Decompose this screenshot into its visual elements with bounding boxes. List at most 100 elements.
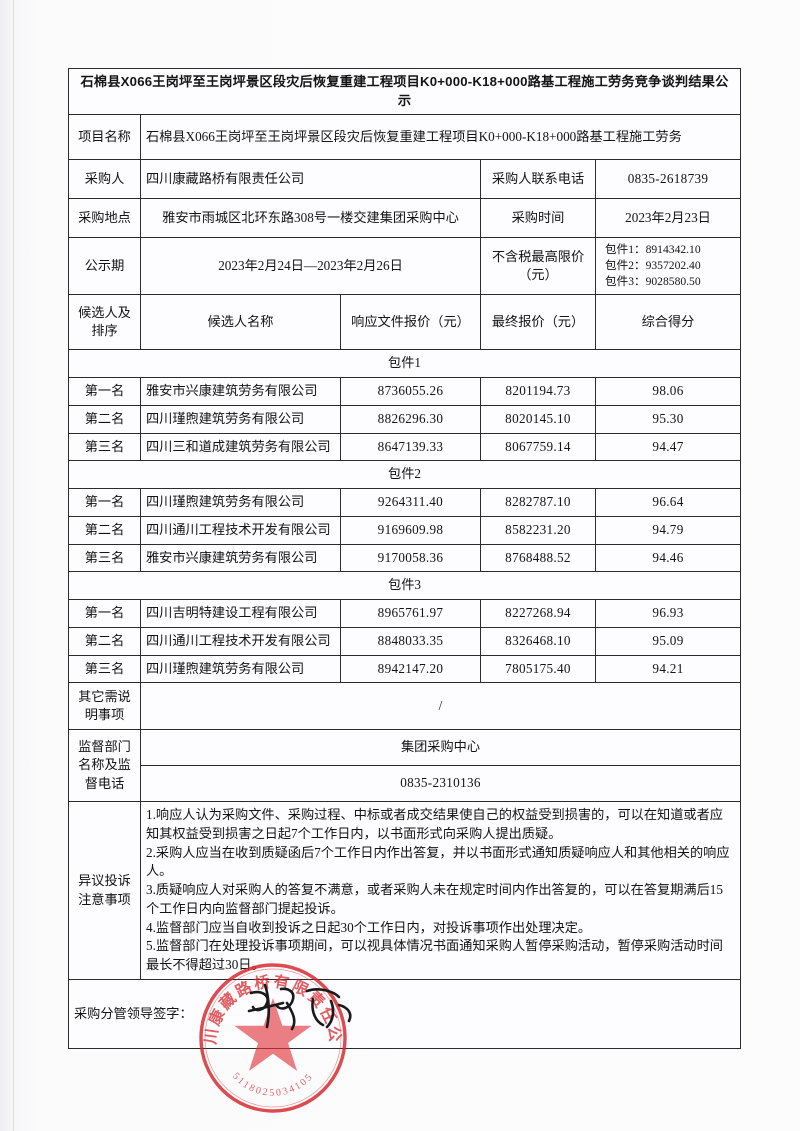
table-row: 第二名 四川通川工程技术开发有限公司 8848033.35 8326468.10… bbox=[68, 626, 742, 656]
response-price-cell: 8736055.26 bbox=[340, 377, 481, 406]
complaint-item: 5.监督部门在处理投诉事项期间，可以视具体情况书面通知采购人暂停采购活动，暂停采… bbox=[146, 938, 723, 973]
package-title-row: 包件3 bbox=[67, 571, 742, 601]
response-price-cell: 8965761.97 bbox=[340, 599, 481, 628]
header-candidate: 候选人名称 bbox=[140, 294, 341, 351]
package-title-row: 包件2 bbox=[67, 460, 742, 490]
final-price-cell: 8201194.73 bbox=[480, 377, 596, 406]
max-price-values: 包件1：8914342.10 包件2：9357202.40 包件3：902858… bbox=[594, 237, 742, 296]
candidate-cell: 四川通川工程技术开发有限公司 bbox=[140, 515, 341, 545]
score-cell: 94.79 bbox=[594, 515, 742, 545]
score-cell: 94.46 bbox=[594, 543, 742, 573]
announcement-document: 石棉县X066王岗坪至王岗坪景区段灾后恢复重建工程项目K0+000-K18+00… bbox=[67, 67, 742, 1049]
response-price-cell: 8647139.33 bbox=[340, 432, 481, 462]
response-price-cell: 9264311.40 bbox=[340, 488, 481, 517]
candidate-cell: 雅安市兴康建筑劳务有限公司 bbox=[140, 543, 341, 573]
signature-label: 采购分管领导签字： bbox=[67, 978, 742, 1049]
publicity-period-row: 公示期 2023年2月24日—2023年2月26日 不含税最高限价（元） 包件1… bbox=[68, 237, 742, 296]
table-row: 第一名 四川吉明特建设工程有限公司 8965761.97 8227268.94 … bbox=[68, 599, 742, 628]
signature-row: 采购分管领导签字： bbox=[67, 978, 742, 1049]
response-price-cell: 8848033.35 bbox=[340, 626, 481, 656]
location-row: 采购地点 雅安市雨城区北环东路308号一楼交建集团采购中心 采购时间 2023年… bbox=[68, 198, 742, 239]
rank-cell: 第一名 bbox=[68, 599, 141, 628]
purchaser-phone-label: 采购人联系电话 bbox=[480, 159, 596, 200]
header-rank: 候选人及排序 bbox=[68, 294, 141, 351]
response-price-cell: 9170058.36 bbox=[340, 543, 481, 573]
publicity-label: 公示期 bbox=[68, 237, 141, 296]
score-cell: 94.47 bbox=[594, 432, 742, 462]
response-price-cell: 8826296.30 bbox=[340, 404, 481, 434]
candidate-cell: 四川三和道成建筑劳务有限公司 bbox=[140, 432, 341, 462]
rank-cell: 第三名 bbox=[68, 543, 141, 573]
complaint-item: 1.响应人认为采购文件、采购过程、中标或者成交结果使自己的权益受到损害的，可以在… bbox=[146, 807, 723, 842]
complaint-label: 异议投诉注意事项 bbox=[68, 801, 141, 980]
package-3-name: 包件3 bbox=[67, 571, 742, 601]
final-price-cell: 8326468.10 bbox=[480, 626, 596, 656]
table-row: 第三名 雅安市兴康建筑劳务有限公司 9170058.36 8768488.52 … bbox=[68, 543, 742, 573]
rank-cell: 第二名 bbox=[68, 404, 141, 434]
purchase-time-value: 2023年2月23日 bbox=[594, 198, 742, 239]
final-price-cell: 7805175.40 bbox=[480, 654, 596, 684]
purchaser-row: 采购人 四川康藏路桥有限责任公司 采购人联系电话 0835-2618739 bbox=[68, 159, 742, 200]
score-cell: 95.30 bbox=[594, 404, 742, 434]
candidate-cell: 四川吉明特建设工程有限公司 bbox=[140, 599, 341, 628]
complaint-notes-body: 1.响应人认为采购文件、采购过程、中标或者成交结果使自己的权益受到损害的，可以在… bbox=[139, 801, 742, 980]
complaint-item: 3.质疑响应人对采购人的答复不满意，或者采购人未在规定时间内作出答复的，可以在答… bbox=[146, 882, 723, 916]
complaint-item: 4.监督部门应当自收到投诉之日起30个工作日内，对投诉事项作出处理决定。 bbox=[146, 919, 592, 935]
other-matters-label: 其它需说明事项 bbox=[68, 682, 141, 731]
header-final-price: 最终报价（元） bbox=[480, 294, 596, 351]
score-cell: 98.06 bbox=[594, 377, 742, 406]
response-price-cell: 8942147.20 bbox=[340, 654, 481, 684]
supervisor-name-row: 监督部门名称及监督电话 集团采购中心 bbox=[68, 729, 742, 803]
other-matters-value: / bbox=[139, 682, 742, 731]
project-name-value: 石棉县X066王岗坪至王岗坪景区段灾后恢复重建工程项目K0+000-K18+00… bbox=[139, 114, 742, 161]
other-matters-row: 其它需说明事项 / bbox=[68, 682, 742, 731]
package-2-name: 包件2 bbox=[67, 460, 742, 490]
purchaser-phone-value: 0835-2618739 bbox=[594, 159, 742, 200]
supervisor-phone-row: 0835-2310136 bbox=[69, 765, 742, 803]
rank-cell: 第三名 bbox=[68, 432, 141, 462]
header-score: 综合得分 bbox=[594, 294, 742, 351]
score-cell: 96.64 bbox=[594, 488, 742, 517]
table-row: 第三名 四川瑾煦建筑劳务有限公司 8942147.20 7805175.40 9… bbox=[68, 654, 742, 684]
project-name-row: 项目名称 石棉县X066王岗坪至王岗坪景区段灾后恢复重建工程项目K0+000-K… bbox=[68, 114, 742, 161]
location-value: 雅安市雨城区北环东路308号一楼交建集团采购中心 bbox=[140, 198, 481, 239]
score-cell: 96.93 bbox=[594, 599, 742, 628]
purchaser-label: 采购人 bbox=[68, 159, 141, 200]
final-price-cell: 8067759.14 bbox=[480, 432, 596, 462]
score-cell: 95.09 bbox=[594, 626, 742, 656]
supervisor-name-value: 集团采购中心 bbox=[139, 729, 742, 767]
rank-cell: 第一名 bbox=[68, 488, 141, 517]
paper-edge bbox=[13, 0, 14, 1131]
response-price-cell: 9169609.98 bbox=[340, 515, 481, 545]
table-row: 第三名 四川三和道成建筑劳务有限公司 8647139.33 8067759.14… bbox=[68, 432, 742, 462]
final-price-cell: 8768488.52 bbox=[480, 543, 596, 573]
candidate-cell: 四川瑾煦建筑劳务有限公司 bbox=[140, 488, 341, 517]
complaint-notes-row: 异议投诉注意事项 1.响应人认为采购文件、采购过程、中标或者成交结果使自己的权益… bbox=[68, 801, 742, 980]
package-1-name: 包件1 bbox=[67, 349, 742, 379]
purchase-time-label: 采购时间 bbox=[480, 198, 596, 239]
final-price-cell: 8020145.10 bbox=[480, 404, 596, 434]
candidate-cell: 四川通川工程技术开发有限公司 bbox=[140, 626, 341, 656]
rank-cell: 第二名 bbox=[68, 626, 141, 656]
rank-cell: 第一名 bbox=[68, 377, 141, 406]
location-label: 采购地点 bbox=[68, 198, 141, 239]
max-price-line-1: 包件1：8914342.10 bbox=[605, 243, 701, 257]
table-row: 第二名 四川瑾煦建筑劳务有限公司 8826296.30 8020145.10 9… bbox=[68, 404, 742, 434]
announcement-table: 石棉县X066王岗坪至王岗坪景区段灾后恢复重建工程项目K0+000-K18+00… bbox=[67, 67, 742, 1049]
final-price-cell: 8582231.20 bbox=[480, 515, 596, 545]
purchaser-value: 四川康藏路桥有限责任公司 bbox=[140, 159, 481, 200]
package-title-row: 包件1 bbox=[67, 349, 742, 379]
publicity-value: 2023年2月24日—2023年2月26日 bbox=[140, 237, 481, 296]
header-response-price: 响应文件报价（元） bbox=[340, 294, 481, 351]
score-cell: 94.21 bbox=[594, 654, 742, 684]
supervisor-phone-value: 0835-2310136 bbox=[139, 765, 742, 803]
title-row: 石棉县X066王岗坪至王岗坪景区段灾后恢复重建工程项目K0+000-K18+00… bbox=[67, 67, 742, 116]
rank-cell: 第二名 bbox=[68, 515, 141, 545]
candidate-cell: 雅安市兴康建筑劳务有限公司 bbox=[140, 377, 341, 406]
page-title: 石棉县X066王岗坪至王岗坪景区段灾后恢复重建工程项目K0+000-K18+00… bbox=[67, 67, 742, 116]
supervisor-label: 监督部门名称及监督电话 bbox=[68, 729, 141, 803]
max-price-line-3: 包件3：9028580.50 bbox=[605, 275, 701, 289]
table-row: 第二名 四川通川工程技术开发有限公司 9169609.98 8582231.20… bbox=[68, 515, 742, 545]
candidates-header-row: 候选人及排序 候选人名称 响应文件报价（元） 最终报价（元） 综合得分 bbox=[68, 294, 742, 351]
candidate-cell: 四川瑾煦建筑劳务有限公司 bbox=[140, 654, 341, 684]
